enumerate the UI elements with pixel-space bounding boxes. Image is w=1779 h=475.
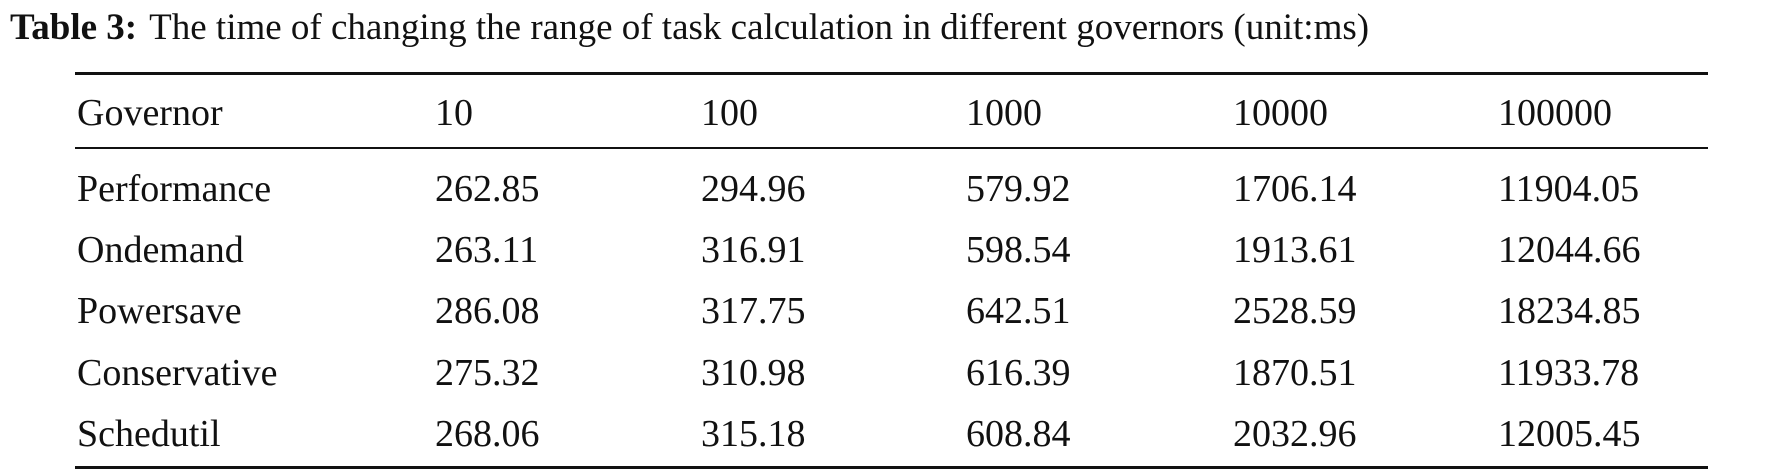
- table-cell: 315.18: [701, 413, 806, 455]
- mid-rule: [75, 147, 1708, 149]
- row-label: Powersave: [77, 290, 242, 332]
- table-cell: 1706.14: [1233, 168, 1357, 210]
- table-cell: 317.75: [701, 290, 806, 332]
- table-cell: 275.32: [435, 352, 540, 394]
- table-cell: 608.84: [966, 413, 1071, 455]
- table-cell: 1913.61: [1233, 229, 1357, 271]
- table-cell: 1870.51: [1233, 352, 1357, 394]
- caption-text: The time of changing the range of task c…: [149, 7, 1370, 48]
- table-cell: 262.85: [435, 168, 540, 210]
- table-cell: 642.51: [966, 290, 1071, 332]
- row-label: Conservative: [77, 352, 278, 394]
- table-cell: 316.91: [701, 229, 806, 271]
- table-cell: 286.08: [435, 290, 540, 332]
- table-cell: 294.96: [701, 168, 806, 210]
- row-label: Performance: [77, 168, 272, 210]
- header-cell: 100000: [1498, 92, 1612, 134]
- table-cell: 268.06: [435, 413, 540, 455]
- table-cell: 11933.78: [1498, 352, 1640, 394]
- caption-label: Table 3:: [10, 7, 138, 48]
- table-cell: 18234.85: [1498, 290, 1641, 332]
- table-cell: 11904.05: [1498, 168, 1640, 210]
- table-cell: 2032.96: [1233, 413, 1357, 455]
- header-cell: 1000: [966, 92, 1042, 134]
- table-cell: 12005.45: [1498, 413, 1641, 455]
- top-rule: [75, 72, 1708, 75]
- row-label: Ondemand: [77, 229, 244, 271]
- header-cell: Governor: [77, 92, 223, 134]
- header-cell: 100: [701, 92, 758, 134]
- table-cell: 616.39: [966, 352, 1071, 394]
- table-cell: 2528.59: [1233, 290, 1357, 332]
- row-label: Schedutil: [77, 413, 221, 455]
- header-cell: 10000: [1233, 92, 1328, 134]
- caption: Table 3: The time of changing the range o…: [10, 6, 1369, 49]
- table-cell: 579.92: [966, 168, 1071, 210]
- bottom-rule: [75, 466, 1708, 469]
- header-cell: 10: [435, 92, 473, 134]
- table-cell: 263.11: [435, 229, 539, 271]
- table-cell: 598.54: [966, 229, 1071, 271]
- table-cell: 12044.66: [1498, 229, 1641, 271]
- table-cell: 310.98: [701, 352, 806, 394]
